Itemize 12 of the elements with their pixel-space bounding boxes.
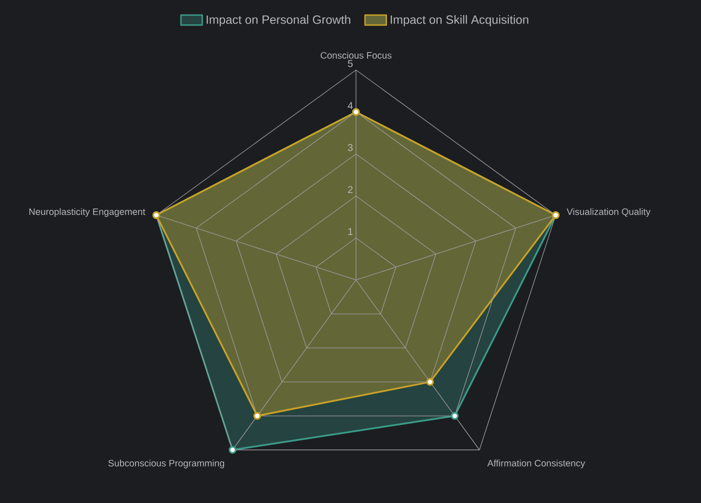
- y-tick-label: 3: [348, 144, 353, 152]
- y-tick-label: 1: [348, 228, 353, 236]
- y-tick-label: 5: [348, 60, 353, 68]
- spoke-label: Visualization Quality: [566, 208, 650, 217]
- y-tick-label: 4: [348, 102, 353, 110]
- spoke-label: Subconscious Programming: [108, 460, 224, 468]
- spoke-label: Neuroplasticity Engagement: [29, 208, 146, 217]
- y-tick-label: 2: [348, 186, 353, 194]
- legend-label: Impact on Personal Growth: [206, 15, 350, 26]
- legend-label: Impact on Skill Acquisition: [390, 15, 528, 26]
- spoke-label: Conscious Focus: [320, 52, 392, 59]
- spoke-label: Affirmation Consistency: [487, 460, 586, 468]
